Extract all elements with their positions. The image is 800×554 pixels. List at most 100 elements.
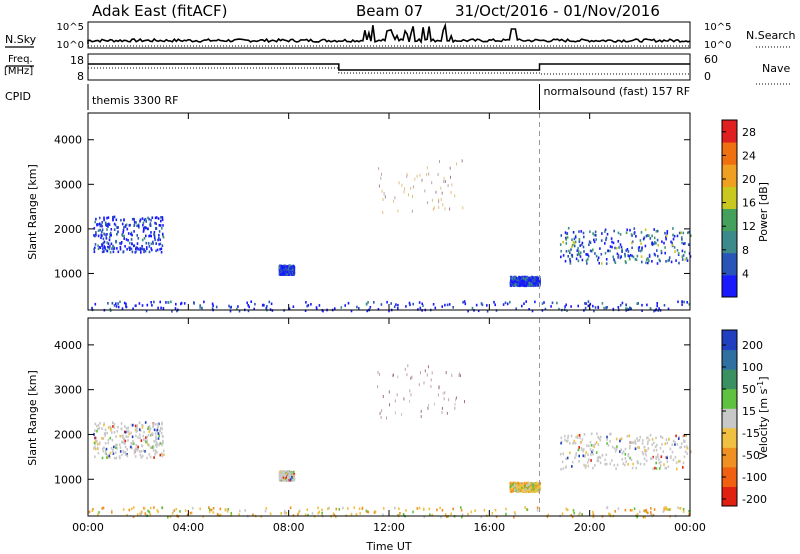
echo-cell — [509, 284, 512, 287]
echo-cell — [523, 489, 525, 492]
echo-cell — [616, 246, 618, 250]
echo-cell — [158, 422, 160, 426]
echo-cell — [633, 227, 636, 230]
echo-cell — [229, 309, 232, 313]
echo-cell — [153, 440, 155, 443]
colorbar-tick-label: 8 — [742, 244, 749, 257]
echo-cell — [124, 245, 126, 248]
echo-cell — [377, 370, 379, 374]
echo-cell — [663, 463, 665, 466]
echo-cell — [680, 231, 682, 234]
echo-cell — [288, 307, 291, 310]
echo-cell — [683, 445, 686, 449]
echo-cell — [420, 409, 422, 413]
x-tick-label: 16:00 — [473, 521, 505, 534]
echo-cell — [406, 173, 408, 176]
echo-cell — [594, 252, 596, 255]
echo-cell — [112, 216, 114, 219]
echo-cell — [107, 222, 110, 226]
echo-cell — [143, 438, 145, 441]
echo-cell — [509, 300, 511, 304]
echo-cell — [124, 453, 127, 456]
echo-cell — [286, 270, 288, 274]
echo-cell — [152, 449, 155, 452]
echo-cell — [139, 247, 141, 250]
echo-cell — [135, 247, 137, 250]
echo-cell — [293, 268, 296, 272]
echo-cell — [522, 277, 525, 280]
echo-cell — [103, 240, 106, 244]
echo-cell — [591, 450, 593, 454]
echo-cell — [250, 300, 252, 303]
echo-cell — [562, 467, 565, 470]
echo-cell — [109, 451, 112, 455]
echo-cell — [155, 226, 157, 230]
echo-cell — [94, 302, 97, 306]
echo-cell — [569, 451, 571, 455]
echo-cell — [448, 398, 450, 402]
echo-cell — [437, 173, 439, 176]
echo-cell — [397, 303, 399, 307]
echo-cell — [674, 250, 676, 253]
echo-cell — [317, 511, 320, 515]
echo-cell — [279, 266, 282, 269]
echo-cell — [660, 455, 663, 458]
echo-cell — [515, 280, 518, 284]
echo-cell — [681, 238, 683, 241]
velocity-x-ticks: 00:00 04:00 08:00 12:00 16:00 20:00 00:00 — [72, 318, 706, 534]
echo-cell — [513, 515, 515, 519]
echo-cell — [427, 365, 429, 369]
echo-cell — [621, 249, 623, 253]
echo-cell — [647, 447, 650, 450]
echo-cell — [532, 284, 535, 288]
echo-cell — [394, 196, 396, 200]
echo-cell — [594, 464, 596, 467]
echo-cell — [285, 476, 287, 479]
echo-cell — [613, 229, 615, 233]
echo-cell — [536, 506, 539, 509]
echo-cell — [95, 231, 97, 234]
echo-cell — [525, 283, 528, 287]
echo-cell — [171, 512, 174, 515]
echo-cell — [119, 300, 121, 304]
echo-cell — [131, 435, 134, 439]
echo-cell — [635, 466, 637, 470]
echo-cell — [581, 241, 584, 245]
echo-cell — [112, 421, 114, 424]
echo-cell — [97, 244, 99, 248]
echo-cell — [628, 446, 631, 450]
echo-cell — [570, 305, 572, 308]
echo-cell — [156, 451, 158, 454]
echo-cell — [133, 218, 135, 221]
echo-cell — [427, 406, 429, 410]
echo-cell — [160, 306, 162, 310]
echo-cell — [572, 442, 574, 445]
echo-cell — [347, 301, 350, 305]
echo-cell — [129, 248, 131, 251]
echo-cell — [571, 515, 574, 519]
echo-cell — [154, 221, 156, 225]
echo-cell — [454, 406, 456, 410]
echo-cell — [109, 436, 112, 440]
echo-cell — [528, 482, 531, 486]
echo-cell — [565, 457, 567, 461]
echo-cell — [587, 453, 589, 456]
echo-cell — [668, 508, 670, 511]
echo-cell — [142, 223, 144, 227]
echo-cell — [94, 440, 97, 443]
echo-cell — [115, 435, 117, 438]
echo-cell — [434, 306, 437, 310]
echo-cell — [592, 513, 595, 517]
echo-cell — [597, 258, 599, 262]
echo-cell — [149, 223, 151, 227]
x-tick-label: 20:00 — [574, 521, 606, 534]
echo-cell — [682, 435, 684, 438]
echo-cell — [145, 246, 148, 249]
echo-cell — [162, 224, 164, 227]
echo-cell — [509, 483, 512, 486]
echo-cell — [585, 451, 587, 454]
echo-cell — [439, 506, 441, 510]
echo-cell — [270, 302, 273, 306]
echo-cell — [148, 234, 150, 238]
